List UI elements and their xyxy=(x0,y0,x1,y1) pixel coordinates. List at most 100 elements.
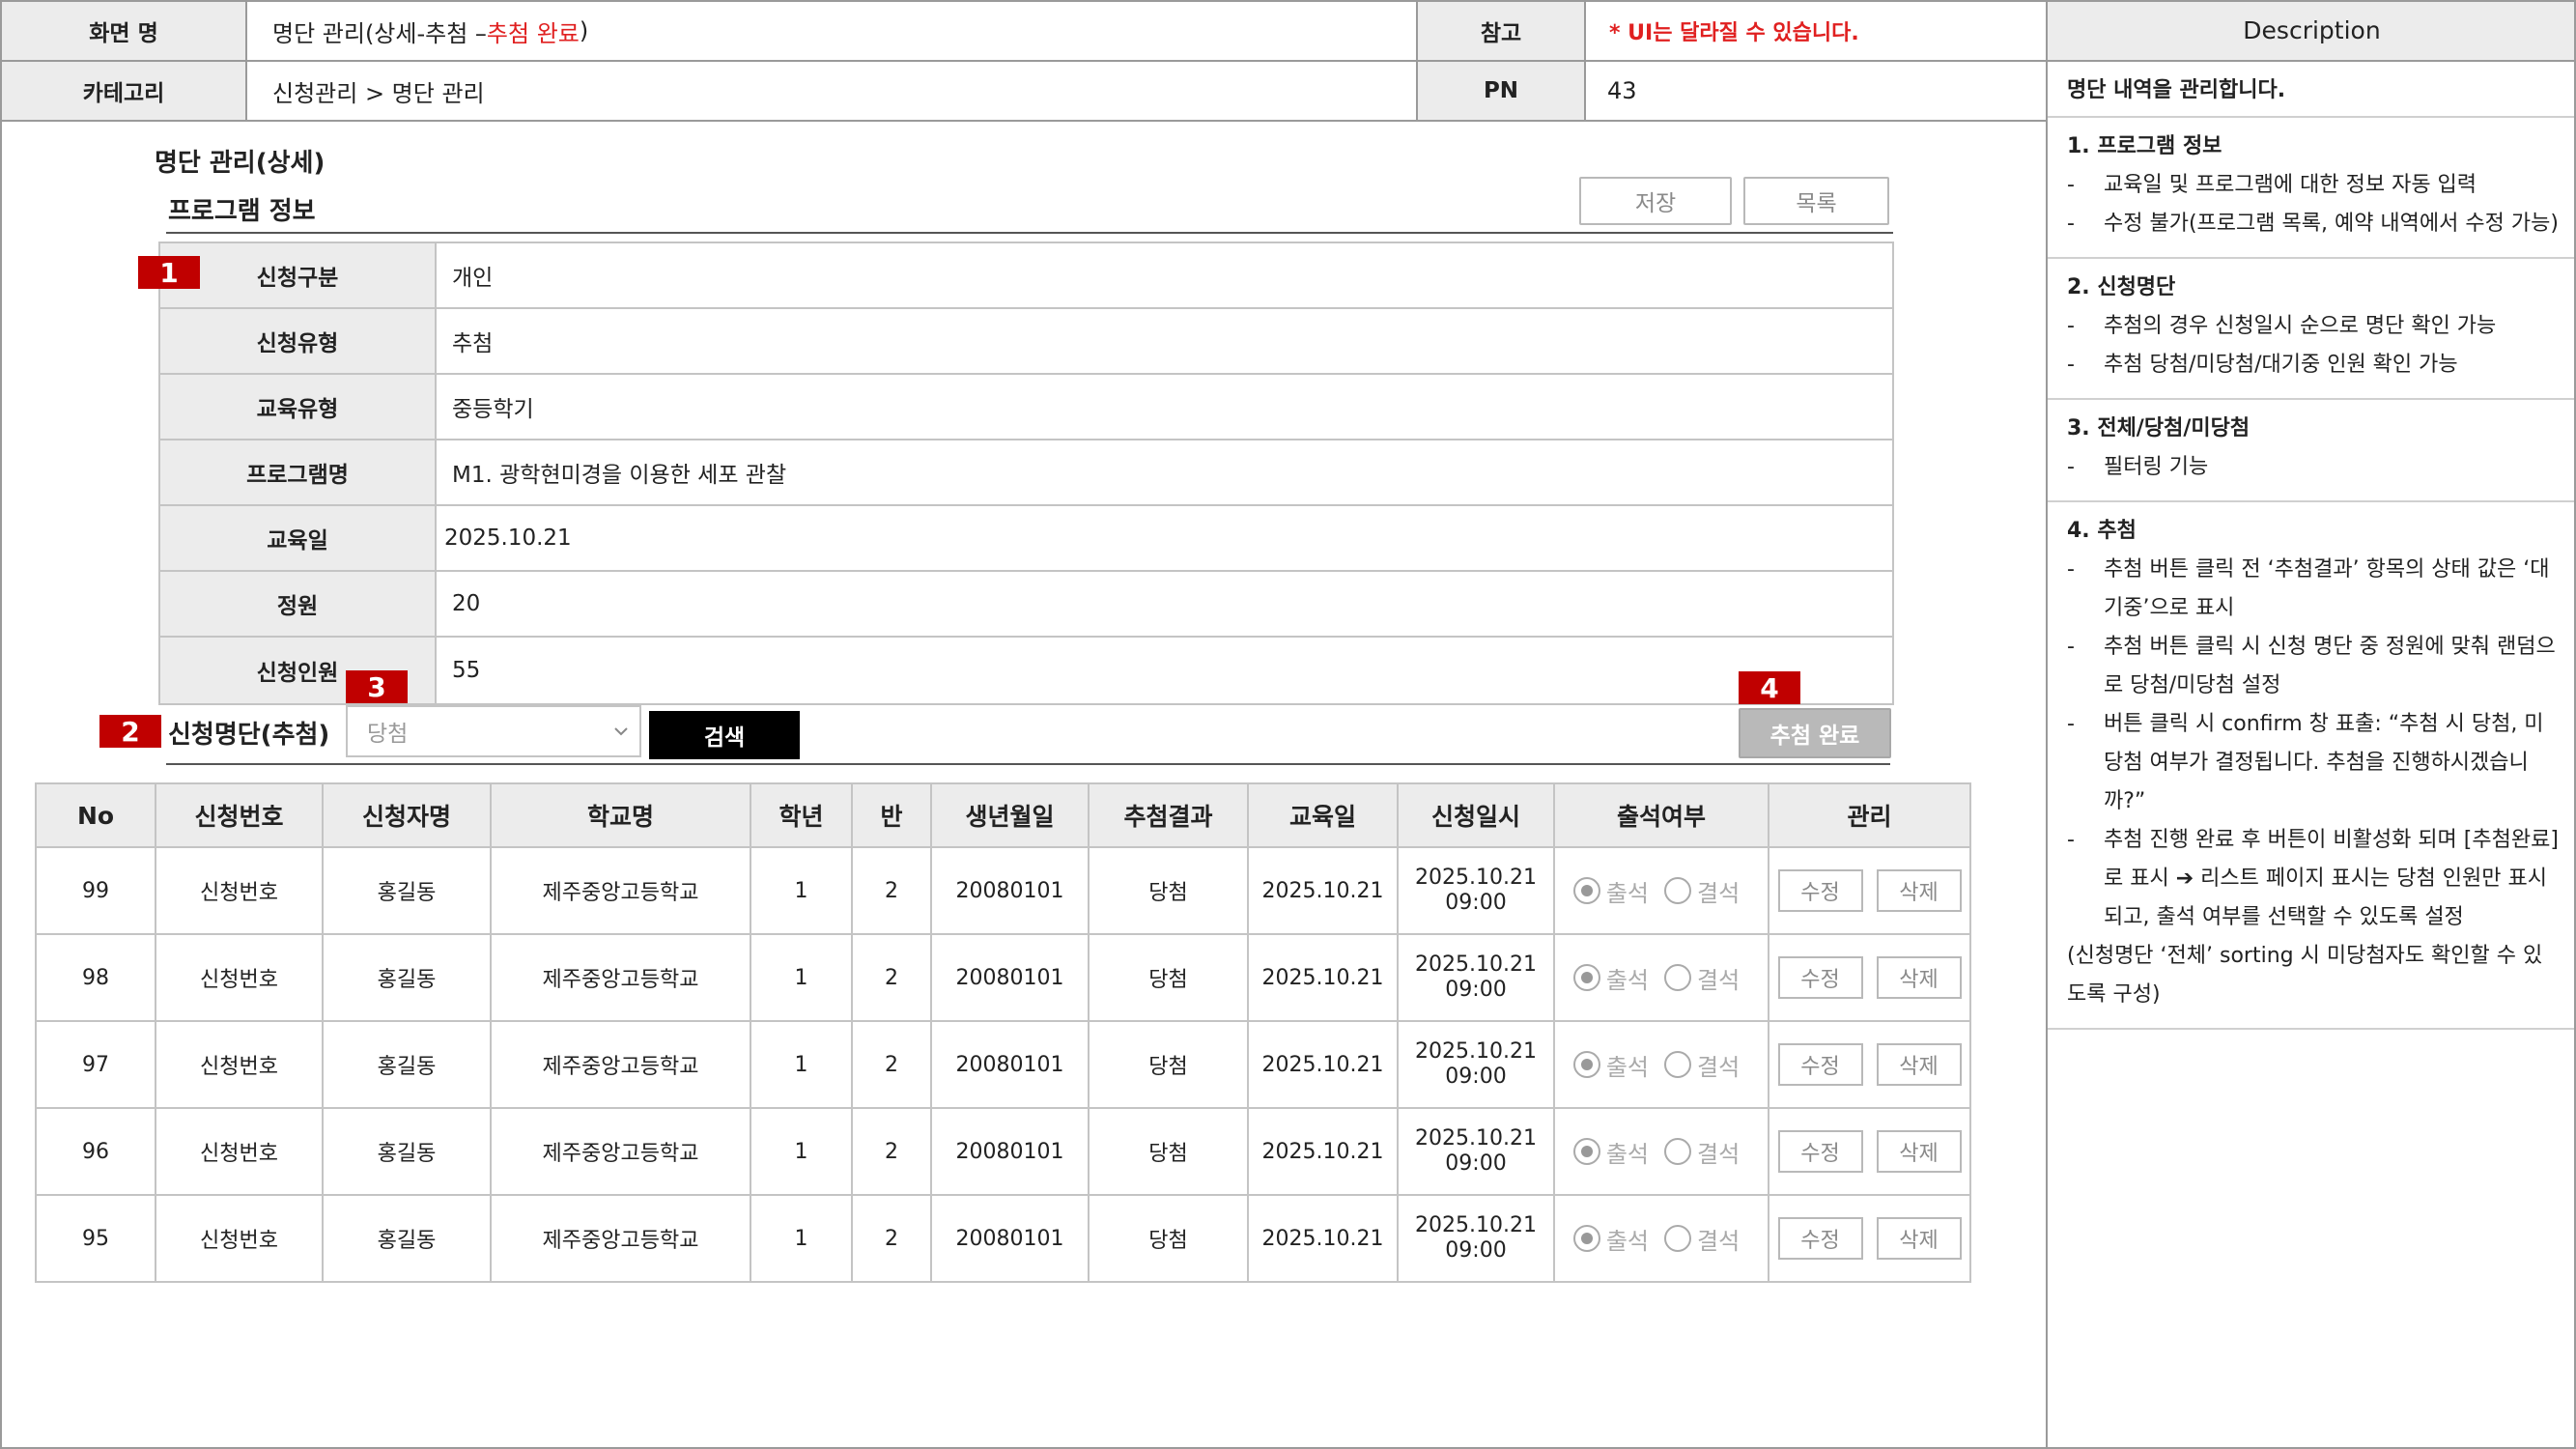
absent-label: 결석 xyxy=(1697,1140,1741,1168)
table-row[interactable]: 95 신청번호 홍길동 제주중앙고등학교 1 2 20080101 당첨 202… xyxy=(35,1194,1971,1283)
cell-birth: 20080101 xyxy=(930,933,1090,1022)
cell-edu-date: 2025.10.21 xyxy=(1247,846,1399,935)
app-time: 09:00 xyxy=(1445,1238,1507,1263)
table-row[interactable]: 96 신청번호 홍길동 제주중앙고등학교 1 2 20080101 당첨 202… xyxy=(35,1107,1971,1196)
cell-grade: 1 xyxy=(750,1020,853,1109)
cell-no: 97 xyxy=(35,1020,156,1109)
description-line: 추첨 당첨/미당첨/대기중 인원 확인 가능 xyxy=(2104,353,2458,377)
absent-label: 결석 xyxy=(1697,1053,1741,1081)
applicant-table: No 신청번호 신청자명 학교명 학년 반 생년월일 추첨결과 교육일 신청일시… xyxy=(35,782,1971,1283)
delete-button[interactable]: 삭제 xyxy=(1876,956,1962,999)
cell-manage: 수정 삭제 xyxy=(1768,933,1971,1022)
table-row[interactable]: 99 신청번호 홍길동 제주중앙고등학교 1 2 20080101 당첨 202… xyxy=(35,846,1971,935)
edit-button[interactable]: 수정 xyxy=(1777,1130,1863,1173)
description-line: 추첨 버튼 클릭 전 ‘추첨결과’ 항목의 상태 값은 ‘대기중’으로 표시 xyxy=(2104,557,2550,620)
pn-value: 43 xyxy=(1584,60,2048,122)
cell-attendance: 출석 결석 xyxy=(1553,1194,1769,1283)
app-date: 2025.10.21 xyxy=(1415,866,1537,890)
cell-class: 2 xyxy=(851,846,932,935)
column-header[interactable]: 신청자명 xyxy=(322,782,492,848)
cell-app-no: 신청번호 xyxy=(155,933,324,1022)
cell-name: 홍길동 xyxy=(322,1194,492,1283)
info-value: 개인 xyxy=(452,266,494,291)
search-button[interactable]: 검색 xyxy=(649,711,800,759)
column-header[interactable]: 학교명 xyxy=(490,782,751,848)
cell-app-no: 신청번호 xyxy=(155,1020,324,1109)
delete-button[interactable]: 삭제 xyxy=(1876,1130,1962,1173)
delete-button[interactable]: 삭제 xyxy=(1876,869,1962,912)
cell-app-datetime: 2025.10.21 09:00 xyxy=(1397,1107,1555,1196)
cell-result: 당첨 xyxy=(1088,846,1249,935)
cell-name: 홍길동 xyxy=(322,933,492,1022)
info-value: 2025.10.21 xyxy=(444,526,572,551)
delete-button[interactable]: 삭제 xyxy=(1876,1217,1962,1260)
description-section-1: 1. 프로그램 정보 - 교육일 및 프로그램에 대한 정보 자동 입력 - 수정 … xyxy=(2048,118,2576,259)
section-divider xyxy=(166,232,1893,234)
table-row[interactable]: 98 신청번호 홍길동 제주중앙고등학교 1 2 20080101 당첨 202… xyxy=(35,933,1971,1022)
cell-edu-date: 2025.10.21 xyxy=(1247,1194,1399,1283)
attend-radio[interactable] xyxy=(1572,1051,1600,1078)
column-header[interactable]: 교육일 xyxy=(1247,782,1399,848)
column-header[interactable]: 학년 xyxy=(750,782,853,848)
absent-radio[interactable] xyxy=(1664,1051,1691,1078)
dash: - xyxy=(2067,353,2075,377)
delete-button[interactable]: 삭제 xyxy=(1876,1043,1962,1086)
description-section-head: 4. 추첨 xyxy=(2067,519,2137,543)
column-header[interactable]: 생년월일 xyxy=(930,782,1090,848)
info-value: 중등학기 xyxy=(452,397,534,422)
cell-attendance: 출석 결석 xyxy=(1553,1107,1769,1196)
attend-radio[interactable] xyxy=(1572,1225,1600,1252)
description-line: 버튼 클릭 시 confirm 창 표출: “추첨 시 당첨, 미당첨 여부가 … xyxy=(2104,712,2544,813)
edit-button[interactable]: 수정 xyxy=(1777,869,1863,912)
result-filter-select[interactable]: 당첨 xyxy=(346,705,641,757)
column-header[interactable]: 추첨결과 xyxy=(1088,782,1249,848)
list-button[interactable]: 목록 xyxy=(1743,177,1889,225)
draw-complete-button[interactable]: 추첨 완료 xyxy=(1739,708,1891,758)
cell-name: 홍길동 xyxy=(322,846,492,935)
description-panel: Description 명단 내역을 관리합니다. 1. 프로그램 정보 - 교육… xyxy=(2046,0,2576,1449)
absent-radio[interactable] xyxy=(1664,877,1691,904)
absent-radio[interactable] xyxy=(1664,1138,1691,1165)
edit-button[interactable]: 수정 xyxy=(1777,956,1863,999)
description-intro: 명단 내역을 관리합니다. xyxy=(2048,62,2576,118)
cell-result: 당첨 xyxy=(1088,1107,1249,1196)
description-section-head: 3. 전체/당첨/미당첨 xyxy=(2067,416,2250,440)
column-header[interactable]: 신청일시 xyxy=(1397,782,1555,848)
column-header[interactable]: 신청번호 xyxy=(155,782,324,848)
cell-no: 96 xyxy=(35,1107,156,1196)
cell-birth: 20080101 xyxy=(930,1020,1090,1109)
app-time: 09:00 xyxy=(1445,1065,1507,1089)
cell-app-datetime: 2025.10.21 09:00 xyxy=(1397,846,1555,935)
column-header[interactable]: 반 xyxy=(851,782,932,848)
attend-radio[interactable] xyxy=(1572,964,1600,991)
cell-birth: 20080101 xyxy=(930,1107,1090,1196)
annotation-badge-3: 3 xyxy=(346,670,408,703)
dash: - xyxy=(2067,173,2075,197)
table-header-row: No 신청번호 신청자명 학교명 학년 반 생년월일 추첨결과 교육일 신청일시… xyxy=(35,782,1971,848)
edit-button[interactable]: 수정 xyxy=(1777,1217,1863,1260)
cell-app-no: 신청번호 xyxy=(155,1107,324,1196)
edit-button[interactable]: 수정 xyxy=(1777,1043,1863,1086)
cell-app-no: 신청번호 xyxy=(155,1194,324,1283)
category-label: 카테고리 xyxy=(0,60,247,122)
cell-grade: 1 xyxy=(750,1107,853,1196)
attend-radio[interactable] xyxy=(1572,1138,1600,1165)
dash: - xyxy=(2067,828,2075,852)
info-label: 교육유형 xyxy=(160,375,437,439)
absent-radio[interactable] xyxy=(1664,1225,1691,1252)
attend-label: 출석 xyxy=(1605,966,1649,994)
cell-edu-date: 2025.10.21 xyxy=(1247,1107,1399,1196)
table-row[interactable]: 97 신청번호 홍길동 제주중앙고등학교 1 2 20080101 당첨 202… xyxy=(35,1020,1971,1109)
annotation-badge-4: 4 xyxy=(1739,671,1800,704)
cell-no: 95 xyxy=(35,1194,156,1283)
screen-name-label: 화면 명 xyxy=(0,0,247,62)
section-title: 프로그램 정보 xyxy=(168,197,316,226)
column-header[interactable]: 출석여부 xyxy=(1553,782,1769,848)
cell-school: 제주중앙고등학교 xyxy=(490,933,751,1022)
column-header[interactable]: No xyxy=(35,782,156,848)
attend-radio[interactable] xyxy=(1572,877,1600,904)
absent-radio[interactable] xyxy=(1664,964,1691,991)
page-title: 명단 관리(상세) xyxy=(155,149,326,178)
column-header[interactable]: 관리 xyxy=(1768,782,1971,848)
save-button[interactable]: 저장 xyxy=(1579,177,1732,225)
